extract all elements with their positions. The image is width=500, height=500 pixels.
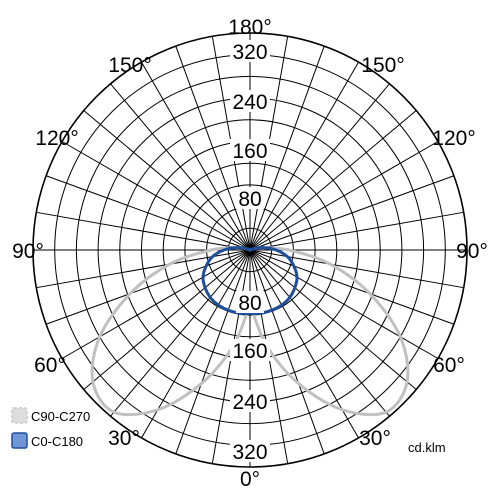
grid-spoke-300 <box>249 61 359 251</box>
grid-spoke-20 <box>249 249 455 325</box>
radial-label-bg-bottom-240 <box>230 390 270 412</box>
unit-label: cd.klm <box>408 440 446 455</box>
grid-spoke-350 <box>249 211 464 251</box>
legend-item-c90-c270: C90-C270 <box>11 407 90 424</box>
legend-swatch-c90-c270 <box>11 407 28 424</box>
radial-label-bottom-320: 320 <box>232 441 267 464</box>
grid-spoke-210 <box>61 141 251 251</box>
grid-spoke-110 <box>175 249 251 455</box>
curve-c0-c180 <box>201 246 299 316</box>
angle-label-right-120: 120° <box>432 127 475 150</box>
grid-spoke-30 <box>249 249 439 359</box>
angle-label-right-30: 30° <box>359 427 391 450</box>
angle-label-right-60: 60° <box>433 354 465 377</box>
radial-label-bottom-240: 240 <box>232 391 267 414</box>
angle-label-top: 180° <box>228 16 271 39</box>
radial-label-bg-bottom-320 <box>230 440 270 462</box>
grid-spoke-70 <box>249 249 325 455</box>
radial-label-top-240: 240 <box>232 91 267 114</box>
angle-label-left-90: 90° <box>12 240 44 263</box>
angle-label-left-120: 120° <box>35 127 78 150</box>
grid-spoke-150 <box>61 249 251 359</box>
grid-spoke-250 <box>175 45 251 251</box>
grid-spoke-60 <box>249 249 359 439</box>
radial-label-bg-top-160 <box>230 139 270 161</box>
angle-label-left-30: 30° <box>108 427 140 450</box>
legend-label-c90-c270: C90-C270 <box>31 409 90 424</box>
angle-label-left-150: 150° <box>108 54 151 77</box>
grid-spoke-160 <box>45 249 251 325</box>
angle-label-right-90: 90° <box>456 240 488 263</box>
radial-label-bg-top-240 <box>230 90 270 112</box>
intensity-curves <box>90 246 410 417</box>
radial-label-bottom-80: 80 <box>238 292 261 315</box>
grid-spoke-330 <box>249 141 439 251</box>
radial-tick-labels: 80 80 160 160 240 240 320 320 <box>230 40 270 464</box>
grid-spoke-290 <box>249 45 325 251</box>
legend-swatch-c0-c180 <box>11 432 28 449</box>
angle-label-bottom: 0° <box>240 468 260 491</box>
grid-spoke-130 <box>110 249 251 417</box>
radial-label-bottom-160: 160 <box>232 340 267 363</box>
legend-item-c0-c180: C0-C180 <box>11 432 83 449</box>
radial-label-bg-bottom-160 <box>230 339 270 361</box>
grid-spoke-340 <box>249 175 455 251</box>
grid-spoke-140 <box>83 249 251 390</box>
radial-label-top-320: 320 <box>232 41 267 64</box>
grid-spoke-50 <box>249 249 390 417</box>
radial-label-top-160: 160 <box>232 140 267 163</box>
radial-label-bg-top-80 <box>236 187 264 209</box>
angle-label-left-60: 60° <box>34 354 66 377</box>
angle-label-right-150: 150° <box>361 54 404 77</box>
grid-spoke-320 <box>249 110 417 251</box>
grid-spoke-310 <box>249 83 390 251</box>
legend: C90-C270 C0-C180 <box>11 407 90 449</box>
legend-label-c0-c180: C0-C180 <box>31 434 83 449</box>
grid-spoke-190 <box>36 211 251 251</box>
grid-spoke-240 <box>141 61 251 251</box>
grid-spoke-200 <box>45 175 251 251</box>
radial-label-top-80: 80 <box>238 188 261 211</box>
grid-spoke-230 <box>110 83 251 251</box>
radial-label-bg-bottom-80 <box>236 291 264 313</box>
angle-labels: 180° 0° 150° 120° 90° 60° 30° 150° 120° … <box>12 16 488 491</box>
grid-spoke-40 <box>249 249 417 390</box>
radial-label-bg-top-320 <box>230 40 270 62</box>
grid-spoke-220 <box>83 110 251 251</box>
grid-spoke-120 <box>141 249 251 439</box>
